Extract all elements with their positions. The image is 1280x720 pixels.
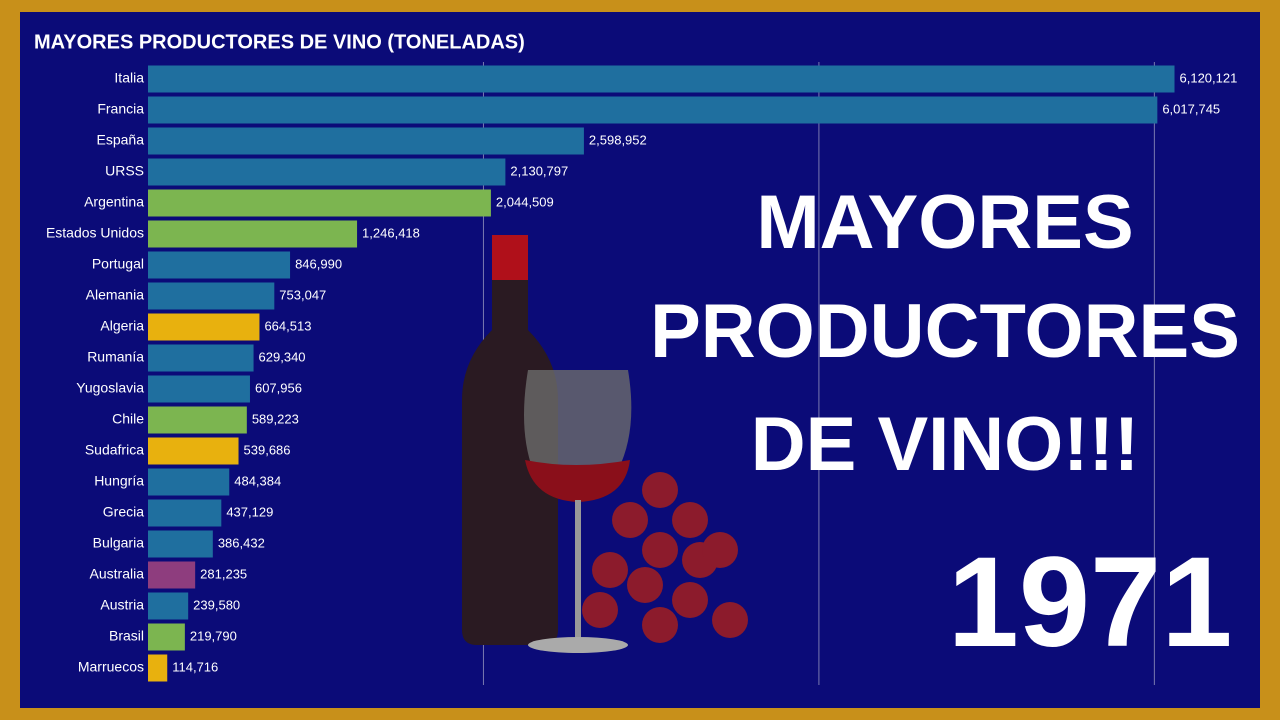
value-label: 437,129 xyxy=(226,504,273,519)
bars: Italia 6,120,121 Francia 6,017,745 España 2,5… xyxy=(46,62,1237,685)
value-label: 539,686 xyxy=(244,442,291,457)
bar xyxy=(148,158,506,186)
category-label: Francia xyxy=(97,101,144,117)
value-label: 114,716 xyxy=(172,659,218,674)
category-label: Australia xyxy=(90,566,145,582)
category-label: URSS xyxy=(105,163,144,179)
value-label: 219,790 xyxy=(190,628,237,643)
category-label: Hungría xyxy=(94,473,144,489)
value-label: 1,246,418 xyxy=(362,225,420,240)
value-label: 281,235 xyxy=(200,566,247,581)
value-label: 2,130,797 xyxy=(510,163,568,178)
bar xyxy=(148,654,168,682)
category-label: Argentina xyxy=(84,194,144,210)
bar xyxy=(148,623,185,651)
value-label: 239,580 xyxy=(193,597,240,612)
chart-title: MAYORES PRODUCTORES DE VINO (TONELADAS) xyxy=(34,31,525,53)
category-label: Yugoslavia xyxy=(76,380,144,396)
category-label: Austria xyxy=(100,597,144,613)
bar xyxy=(148,468,230,496)
value-label: 6,120,121 xyxy=(1180,70,1238,85)
value-label: 386,432 xyxy=(218,535,265,550)
year: 1971 xyxy=(948,531,1233,674)
bar xyxy=(148,344,254,372)
wine-illustration xyxy=(462,235,748,653)
category-label: Portugal xyxy=(92,256,144,272)
bar xyxy=(148,127,584,155)
bar xyxy=(148,437,239,465)
bar xyxy=(148,65,1175,93)
bar xyxy=(148,561,196,589)
bar xyxy=(148,375,250,403)
value-label: 6,017,745 xyxy=(1162,101,1220,116)
overlay-title: MAYORES xyxy=(756,180,1133,265)
overlay-title: DE VINO!!! xyxy=(751,402,1139,487)
value-label: 846,990 xyxy=(295,256,342,271)
category-label: Alemania xyxy=(86,287,145,303)
category-label: Grecia xyxy=(103,504,144,520)
category-label: España xyxy=(97,132,145,148)
value-label: 589,223 xyxy=(252,411,299,426)
bar xyxy=(148,499,222,527)
bar xyxy=(148,189,491,217)
bar xyxy=(148,406,247,434)
value-label: 629,340 xyxy=(259,349,306,364)
category-label: Marruecos xyxy=(78,659,144,675)
value-label: 484,384 xyxy=(234,473,281,488)
value-label: 664,513 xyxy=(264,318,311,333)
overlay-title: PRODUCTORES xyxy=(650,289,1240,374)
category-label: Italia xyxy=(114,70,144,86)
category-label: Rumanía xyxy=(87,349,144,365)
bar xyxy=(148,313,260,341)
value-label: 607,956 xyxy=(255,380,302,395)
bar xyxy=(148,251,291,279)
category-label: Brasil xyxy=(109,628,144,644)
bar xyxy=(148,282,275,310)
value-label: 2,598,952 xyxy=(589,132,647,147)
value-label: 2,044,509 xyxy=(496,194,554,209)
category-label: Estados Unidos xyxy=(46,225,144,241)
category-label: Bulgaria xyxy=(93,535,145,551)
category-label: Chile xyxy=(112,411,144,427)
bar xyxy=(148,220,358,248)
bar xyxy=(148,592,189,620)
bar xyxy=(148,530,213,558)
category-label: Algeria xyxy=(100,318,144,334)
bar xyxy=(148,96,1158,124)
value-label: 753,047 xyxy=(279,287,326,302)
category-label: Sudafrica xyxy=(85,442,144,458)
